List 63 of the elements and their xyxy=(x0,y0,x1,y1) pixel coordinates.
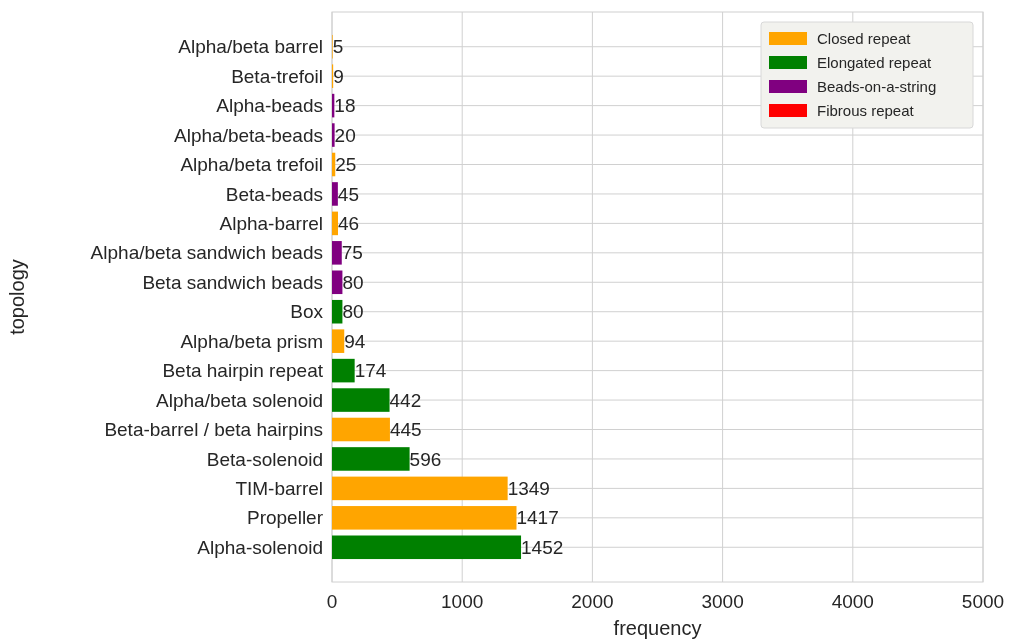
bar xyxy=(332,476,508,501)
bar xyxy=(332,299,343,324)
bar xyxy=(332,506,517,530)
y-tick-label: Beta-solenoid xyxy=(206,448,323,470)
y-tick-label: Alpha/beta trefoil xyxy=(180,154,323,176)
x-tick-label: 4000 xyxy=(831,591,874,612)
bar xyxy=(332,270,343,295)
bar xyxy=(332,447,410,471)
y-tick-label: Alpha-solenoid xyxy=(197,536,323,558)
legend-label: Fibrous repeat xyxy=(817,102,915,120)
y-tick-label: Alpha/beta solenoid xyxy=(156,389,323,411)
y-tick-label: Beta-trefoil xyxy=(231,65,323,87)
x-axis-title: frequency xyxy=(613,617,702,639)
data-label: 596 xyxy=(409,448,442,470)
data-label: 80 xyxy=(342,301,364,323)
data-label: 94 xyxy=(344,330,366,352)
data-label: 445 xyxy=(389,419,422,441)
y-tick-label: Alpha/beta-beads xyxy=(174,124,323,146)
x-tick-label: 2000 xyxy=(571,591,614,612)
y-tick-label: TIM-barrel xyxy=(235,478,323,500)
data-label: 1417 xyxy=(516,507,559,529)
y-tick-label: Beta sandwich beads xyxy=(142,271,323,293)
bar xyxy=(332,241,342,265)
y-tick-label: Beta-beads xyxy=(225,183,323,205)
x-tick-label: 3000 xyxy=(701,591,744,612)
data-label: 18 xyxy=(334,95,356,117)
legend-label: Beads-on-a-string xyxy=(817,78,937,96)
bar xyxy=(332,358,355,383)
data-label: 20 xyxy=(334,124,356,146)
y-tick-label: Beta-barrel / beta hairpins xyxy=(104,419,323,441)
bar xyxy=(332,388,390,412)
y-tick-label: Alpha/beta prism xyxy=(180,330,323,352)
y-tick-label: Alpha-barrel xyxy=(219,213,323,235)
bar xyxy=(332,152,336,177)
data-label: 75 xyxy=(341,242,363,264)
legend-label: Elongated repeat xyxy=(817,54,933,72)
bar xyxy=(332,417,390,442)
y-tick-label: Beta hairpin repeat xyxy=(162,360,324,382)
data-label: 45 xyxy=(337,183,359,205)
bar xyxy=(332,329,345,353)
data-label: 1349 xyxy=(507,478,550,500)
y-tick-label: Alpha-beads xyxy=(216,95,323,117)
legend-label: Closed repeat xyxy=(817,30,912,48)
bar xyxy=(332,123,335,147)
data-label: 46 xyxy=(337,213,360,235)
bar xyxy=(332,535,522,560)
bar xyxy=(332,211,338,236)
data-label: 174 xyxy=(354,360,387,382)
data-label: 5 xyxy=(332,36,344,58)
data-label: 442 xyxy=(389,389,422,411)
data-label: 9 xyxy=(333,65,344,87)
data-label: 25 xyxy=(335,154,357,176)
data-label: 1452 xyxy=(521,536,564,558)
x-tick-label: 0 xyxy=(326,591,338,612)
y-tick-label: Alpha/beta barrel xyxy=(178,36,323,58)
bar xyxy=(332,182,338,206)
x-tick-label: 1000 xyxy=(441,591,484,612)
y-tick-label: Box xyxy=(290,301,324,323)
data-label: 80 xyxy=(342,271,364,293)
y-tick-label: Alpha/beta sandwich beads xyxy=(90,242,323,264)
y-axis-title: topology xyxy=(6,259,28,335)
y-tick-label: Propeller xyxy=(246,507,324,529)
x-tick-label: 5000 xyxy=(961,591,1005,612)
